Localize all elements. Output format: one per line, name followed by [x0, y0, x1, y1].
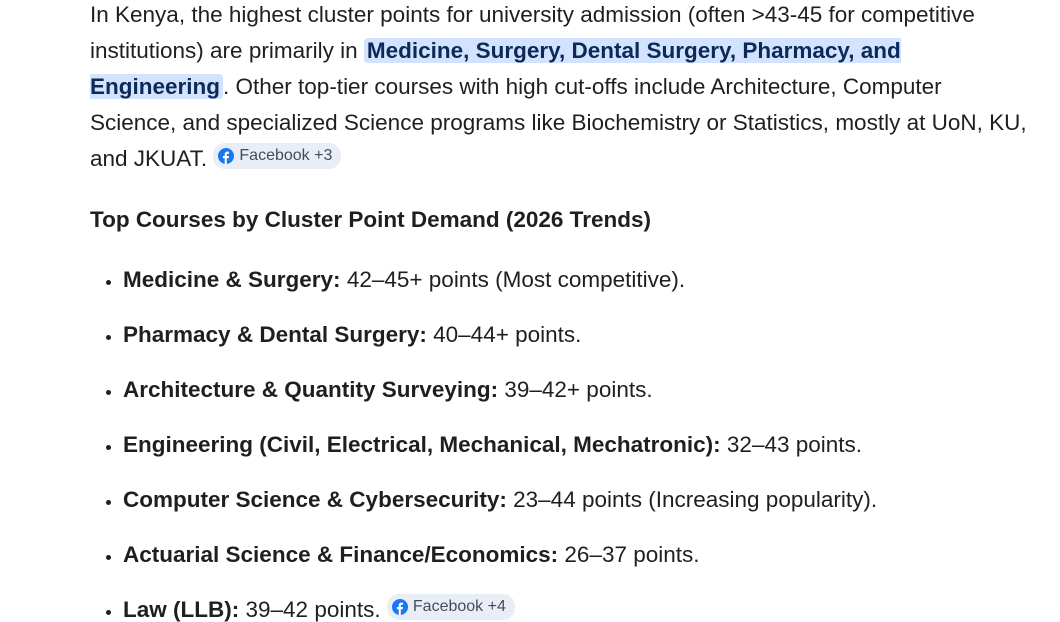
course-points: 23–44 points (Increasing popularity).: [513, 487, 878, 512]
facebook-icon: [218, 148, 235, 164]
course-label: Law (LLB):: [123, 597, 240, 622]
intro-lead: In Kenya, the highest cluster points for…: [90, 2, 975, 63]
course-label: Architecture & Quantity Surveying:: [123, 377, 499, 402]
course-points: 39–42 points.: [245, 597, 381, 622]
course-points: 26–37 points.: [564, 542, 700, 567]
course-points: 40–44+ points.: [433, 322, 582, 347]
source-chip[interactable]: Facebook +3: [213, 143, 342, 169]
course-item: Computer Science & Cybersecurity: 23–44 …: [123, 483, 877, 538]
course-item: Actuarial Science & Finance/Economics: 2…: [123, 538, 877, 593]
course-label: Actuarial Science & Finance/Economics:: [123, 542, 559, 567]
intro-paragraph: In Kenya, the highest cluster points for…: [90, 0, 1030, 177]
source-label: Facebook +4: [412, 598, 506, 615]
course-label: Pharmacy & Dental Surgery:: [123, 322, 427, 347]
course-points: 32–43 points.: [726, 432, 863, 457]
facebook-icon: [391, 599, 408, 615]
course-item: Law (LLB): 39–42 points. Facebook +4: [123, 593, 877, 622]
section-heading: Top Courses by Cluster Point Demand (202…: [90, 207, 651, 232]
course-label: Engineering (Civil, Electrical, Mechanic…: [123, 432, 721, 457]
course-label: Medicine & Surgery:: [123, 267, 341, 292]
course-points: 42–45+ points (Most competitive).: [346, 267, 686, 292]
course-label: Computer Science & Cybersecurity:: [123, 487, 507, 512]
course-points: 39–42+ points.: [504, 377, 653, 402]
course-item: Medicine & Surgery: 42–45+ points (Most …: [123, 263, 877, 318]
source-chip[interactable]: Facebook +4: [386, 594, 515, 620]
course-item: Pharmacy & Dental Surgery: 40–44+ points…: [123, 318, 877, 373]
course-list: Medicine & Surgery: 42–45+ points (Most …: [90, 263, 877, 622]
course-item: Engineering (Civil, Electrical, Mechanic…: [123, 428, 877, 483]
source-label: Facebook +3: [239, 147, 333, 164]
course-item: Architecture & Quantity Surveying: 39–42…: [123, 373, 877, 428]
intro-tail: . Other top-tier courses with high cut-o…: [90, 74, 1027, 171]
